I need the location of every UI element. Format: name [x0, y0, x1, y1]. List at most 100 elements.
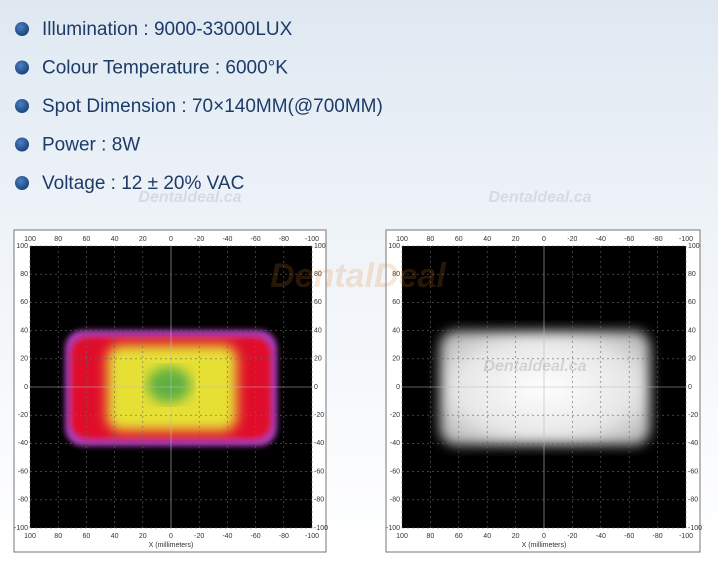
x-tick-label: 40	[111, 236, 119, 243]
y-tick-label: 60	[314, 299, 322, 306]
y-tick-label: -60	[390, 468, 400, 475]
y-tick-label: -100	[386, 525, 400, 532]
x-tick-label: -40	[596, 236, 606, 243]
x-tick-label: 40	[111, 533, 119, 540]
x-tick-label: 80	[54, 533, 62, 540]
y-tick-label: 0	[396, 384, 400, 391]
watermarks: Dentaldeal.ca Dentaldeal.ca DentalDeal Dent…	[138, 189, 591, 375]
y-tick-label: 40	[688, 327, 696, 334]
x-tick-label: 20	[139, 533, 147, 540]
x-tick-label: 40	[483, 236, 491, 243]
x-tick-label: 80	[427, 533, 435, 540]
x-tick-label: -80	[279, 236, 289, 243]
y-tick-label: -40	[314, 440, 324, 447]
x-tick-label: -80	[279, 533, 289, 540]
bullet-text: Colour Temperature : 6000°K	[42, 58, 288, 79]
y-tick-label: 40	[20, 327, 28, 334]
y-tick-label: -20	[314, 412, 324, 419]
x-axis-label: X (millimeters)	[522, 542, 567, 549]
x-tick-label: 60	[83, 533, 91, 540]
beam-green	[147, 367, 191, 403]
bullet-dot	[15, 137, 29, 152]
y-tick-label: -80	[314, 497, 324, 504]
x-tick-label: 100	[24, 533, 36, 540]
beam-plot-gray: 100 100 80 80 60 60 40 40 20 20 0 0 -20 -20 -40 -40 -60 -…	[385, 229, 702, 553]
y-tick-label: 20	[314, 356, 322, 363]
x-tick-label: -40	[222, 236, 232, 243]
beam-white	[440, 331, 650, 445]
x-tick-label: 40	[483, 533, 491, 540]
x-tick-label: 20	[512, 533, 520, 540]
bullet-text: Voltage : 12 ± 20% VAC	[42, 173, 244, 194]
watermark: Dentaldeal.ca	[138, 189, 241, 206]
y-tick-label: -100	[314, 525, 328, 532]
x-tick-label: -60	[624, 533, 634, 540]
y-tick-label: 100	[688, 243, 700, 250]
y-tick-label: -40	[688, 440, 698, 447]
x-tick-label: 20	[512, 236, 520, 243]
y-tick-label: 60	[392, 299, 400, 306]
x-tick-label: 80	[427, 236, 435, 243]
watermark: Dentaldeal.ca	[488, 189, 591, 206]
y-tick-label: -100	[14, 525, 28, 532]
y-tick-label: 60	[688, 299, 696, 306]
x-tick-label: 20	[139, 236, 147, 243]
x-tick-label: -100	[305, 236, 319, 243]
y-tick-label: -40	[390, 440, 400, 447]
y-tick-label: 20	[392, 356, 400, 363]
y-tick-label: -100	[688, 525, 702, 532]
y-tick-label: 80	[392, 271, 400, 278]
x-tick-label: 100	[24, 236, 36, 243]
y-tick-label: 20	[20, 356, 28, 363]
x-axis-label: X (millimeters)	[149, 542, 194, 549]
x-tick-label: -20	[194, 533, 204, 540]
y-tick-label: 0	[688, 384, 692, 391]
x-tick-label: -80	[653, 533, 663, 540]
watermark: Dentaldeal.ca	[483, 358, 586, 375]
y-tick-label: -40	[18, 440, 28, 447]
bullet-dot	[15, 176, 29, 190]
y-tick-label: 80	[20, 271, 28, 278]
x-tick-label: -20	[194, 236, 204, 243]
bullet-list: Illumination : 9000-33000LUX Colour Tempe…	[15, 19, 383, 194]
watermark: DentalDeal	[270, 257, 447, 295]
y-tick-label: 80	[314, 271, 322, 278]
y-tick-label: 60	[20, 299, 28, 306]
y-tick-label: 100	[16, 243, 28, 250]
y-tick-label: -20	[18, 412, 28, 419]
bullet-dot	[15, 60, 29, 75]
y-tick-label: 100	[314, 243, 326, 250]
x-tick-label: -60	[251, 533, 261, 540]
x-tick-label: 100	[396, 533, 408, 540]
y-tick-label: 0	[314, 384, 318, 391]
y-tick-label: 40	[314, 327, 322, 334]
x-tick-label: 60	[83, 236, 91, 243]
y-tick-label: -60	[314, 468, 324, 475]
y-tick-label: 40	[392, 327, 400, 334]
x-tick-label: -40	[222, 533, 232, 540]
x-tick-label: 60	[455, 533, 463, 540]
y-tick-label: 100	[388, 243, 400, 250]
bullet-text: Spot Dimension : 70×140MM(@700MM)	[42, 96, 383, 117]
y-tick-label: -80	[688, 497, 698, 504]
x-tick-label: 80	[54, 236, 62, 243]
x-tick-label: -20	[567, 533, 577, 540]
y-tick-label: -80	[18, 497, 28, 504]
y-tick-label: -20	[390, 412, 400, 419]
x-tick-label: 0	[542, 236, 546, 243]
y-tick-label: -60	[18, 468, 28, 475]
bullet-dot	[15, 99, 29, 113]
x-tick-label: -40	[596, 533, 606, 540]
x-tick-label: 0	[542, 533, 546, 540]
y-tick-label: -60	[688, 468, 698, 475]
x-tick-label: -100	[305, 533, 319, 540]
x-tick-label: -100	[679, 236, 693, 243]
bullet-text: Power : 8W	[42, 135, 140, 156]
beam-plot-color: 100100808060604040202000-20-20-40-40-60-…	[13, 229, 328, 553]
x-tick-label: -20	[567, 236, 577, 243]
y-tick-label: 80	[688, 271, 696, 278]
x-tick-label: -60	[251, 236, 261, 243]
x-tick-label: 0	[169, 533, 173, 540]
